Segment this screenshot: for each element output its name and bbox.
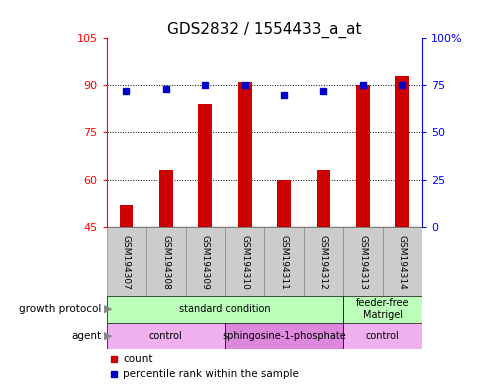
Bar [394,76,408,227]
Text: GSM194313: GSM194313 [358,235,366,290]
Bar [106,227,146,296]
Bar [264,227,303,296]
Bar [237,82,251,227]
Title: GDS2832 / 1554433_a_at: GDS2832 / 1554433_a_at [166,22,361,38]
Text: GSM194311: GSM194311 [279,235,288,290]
Bar [106,296,342,323]
Bar [316,170,330,227]
Text: GSM194312: GSM194312 [318,235,327,290]
Text: standard condition: standard condition [179,304,270,314]
Text: ▶: ▶ [104,331,113,341]
Text: sphingosine-1-phosphate: sphingosine-1-phosphate [222,331,345,341]
Bar [276,180,290,227]
Text: control: control [149,331,182,341]
Bar [185,227,225,296]
Text: agent: agent [72,331,102,341]
Text: GSM194314: GSM194314 [397,235,406,290]
Bar [382,227,421,296]
Bar [225,227,264,296]
Text: count: count [123,354,152,364]
Text: GSM194309: GSM194309 [200,235,209,290]
Bar [342,296,421,323]
Text: GSM194308: GSM194308 [161,235,170,290]
Text: control: control [365,331,399,341]
Bar [225,323,342,349]
Bar [342,227,382,296]
Bar [355,85,369,227]
Text: ▶: ▶ [104,304,113,314]
Bar [106,323,225,349]
Text: GSM194307: GSM194307 [121,235,131,290]
Bar [119,205,133,227]
Bar [198,104,212,227]
Bar [159,170,172,227]
Bar [146,227,185,296]
Bar [342,323,421,349]
Text: feeder-free
Matrigel: feeder-free Matrigel [355,298,408,320]
Text: growth protocol: growth protocol [19,304,102,314]
Bar [303,227,342,296]
Text: GSM194310: GSM194310 [240,235,249,290]
Text: percentile rank within the sample: percentile rank within the sample [123,369,299,379]
